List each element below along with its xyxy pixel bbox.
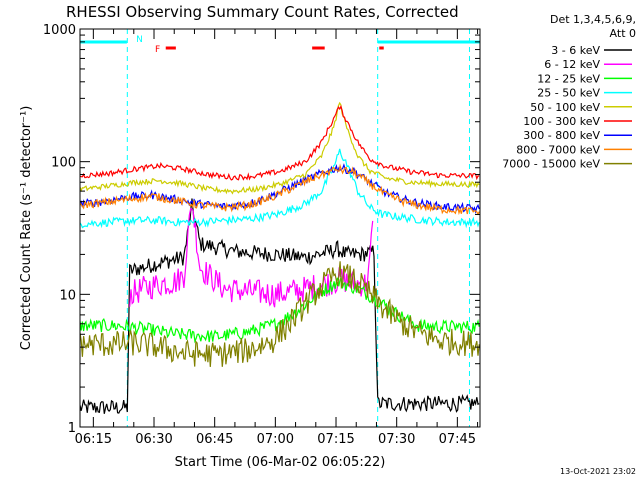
legend-attenuator: Att 0 xyxy=(610,27,636,40)
footer-timestamp: 13-Oct-2021 23:02 xyxy=(560,467,636,476)
legend-label: 3 - 6 keV xyxy=(551,44,600,57)
x-tick-label: 07:30 xyxy=(378,432,415,447)
legend-label: 800 - 7000 keV xyxy=(516,143,600,156)
x-axis-label: Start Time (06-Mar-02 06:05:22) xyxy=(175,455,386,470)
x-tick-label: 06:15 xyxy=(75,432,112,447)
legend-label: 7000 - 15000 keV xyxy=(502,158,600,171)
y-tick-label: 100 xyxy=(51,156,76,171)
y-tick-label: 10 xyxy=(59,288,76,303)
legend-label: 6 - 12 keV xyxy=(544,58,600,71)
annotation-label-n: N xyxy=(136,35,143,45)
x-tick-label: 07:15 xyxy=(317,432,354,447)
legend-label: 300 - 800 keV xyxy=(523,129,600,142)
annotation-label-f: F xyxy=(155,45,160,55)
legend-label: 12 - 25 keV xyxy=(537,72,600,85)
x-tick-label: 07:00 xyxy=(257,432,294,447)
y-tick-label: 1000 xyxy=(43,23,76,38)
legend-label: 25 - 50 keV xyxy=(537,87,600,100)
legend-detectors: Det 1,3,4,5,6,9, xyxy=(550,13,636,26)
x-tick-label: 06:30 xyxy=(135,432,172,447)
legend-label: 100 - 300 keV xyxy=(523,115,600,128)
chart-title: RHESSI Observing Summary Count Rates, Co… xyxy=(66,3,459,21)
x-tick-label: 07:45 xyxy=(439,432,476,447)
legend-label: 50 - 100 keV xyxy=(530,101,600,114)
y-axis-label: Corrected Count Rate (s⁻¹ detector⁻¹) xyxy=(19,106,34,351)
x-tick-label: 06:45 xyxy=(196,432,233,447)
